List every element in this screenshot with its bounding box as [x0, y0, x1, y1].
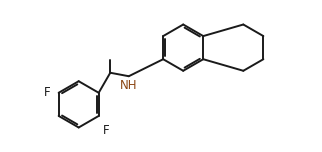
Text: F: F — [44, 86, 51, 99]
Text: F: F — [103, 124, 109, 137]
Text: NH: NH — [120, 79, 137, 92]
